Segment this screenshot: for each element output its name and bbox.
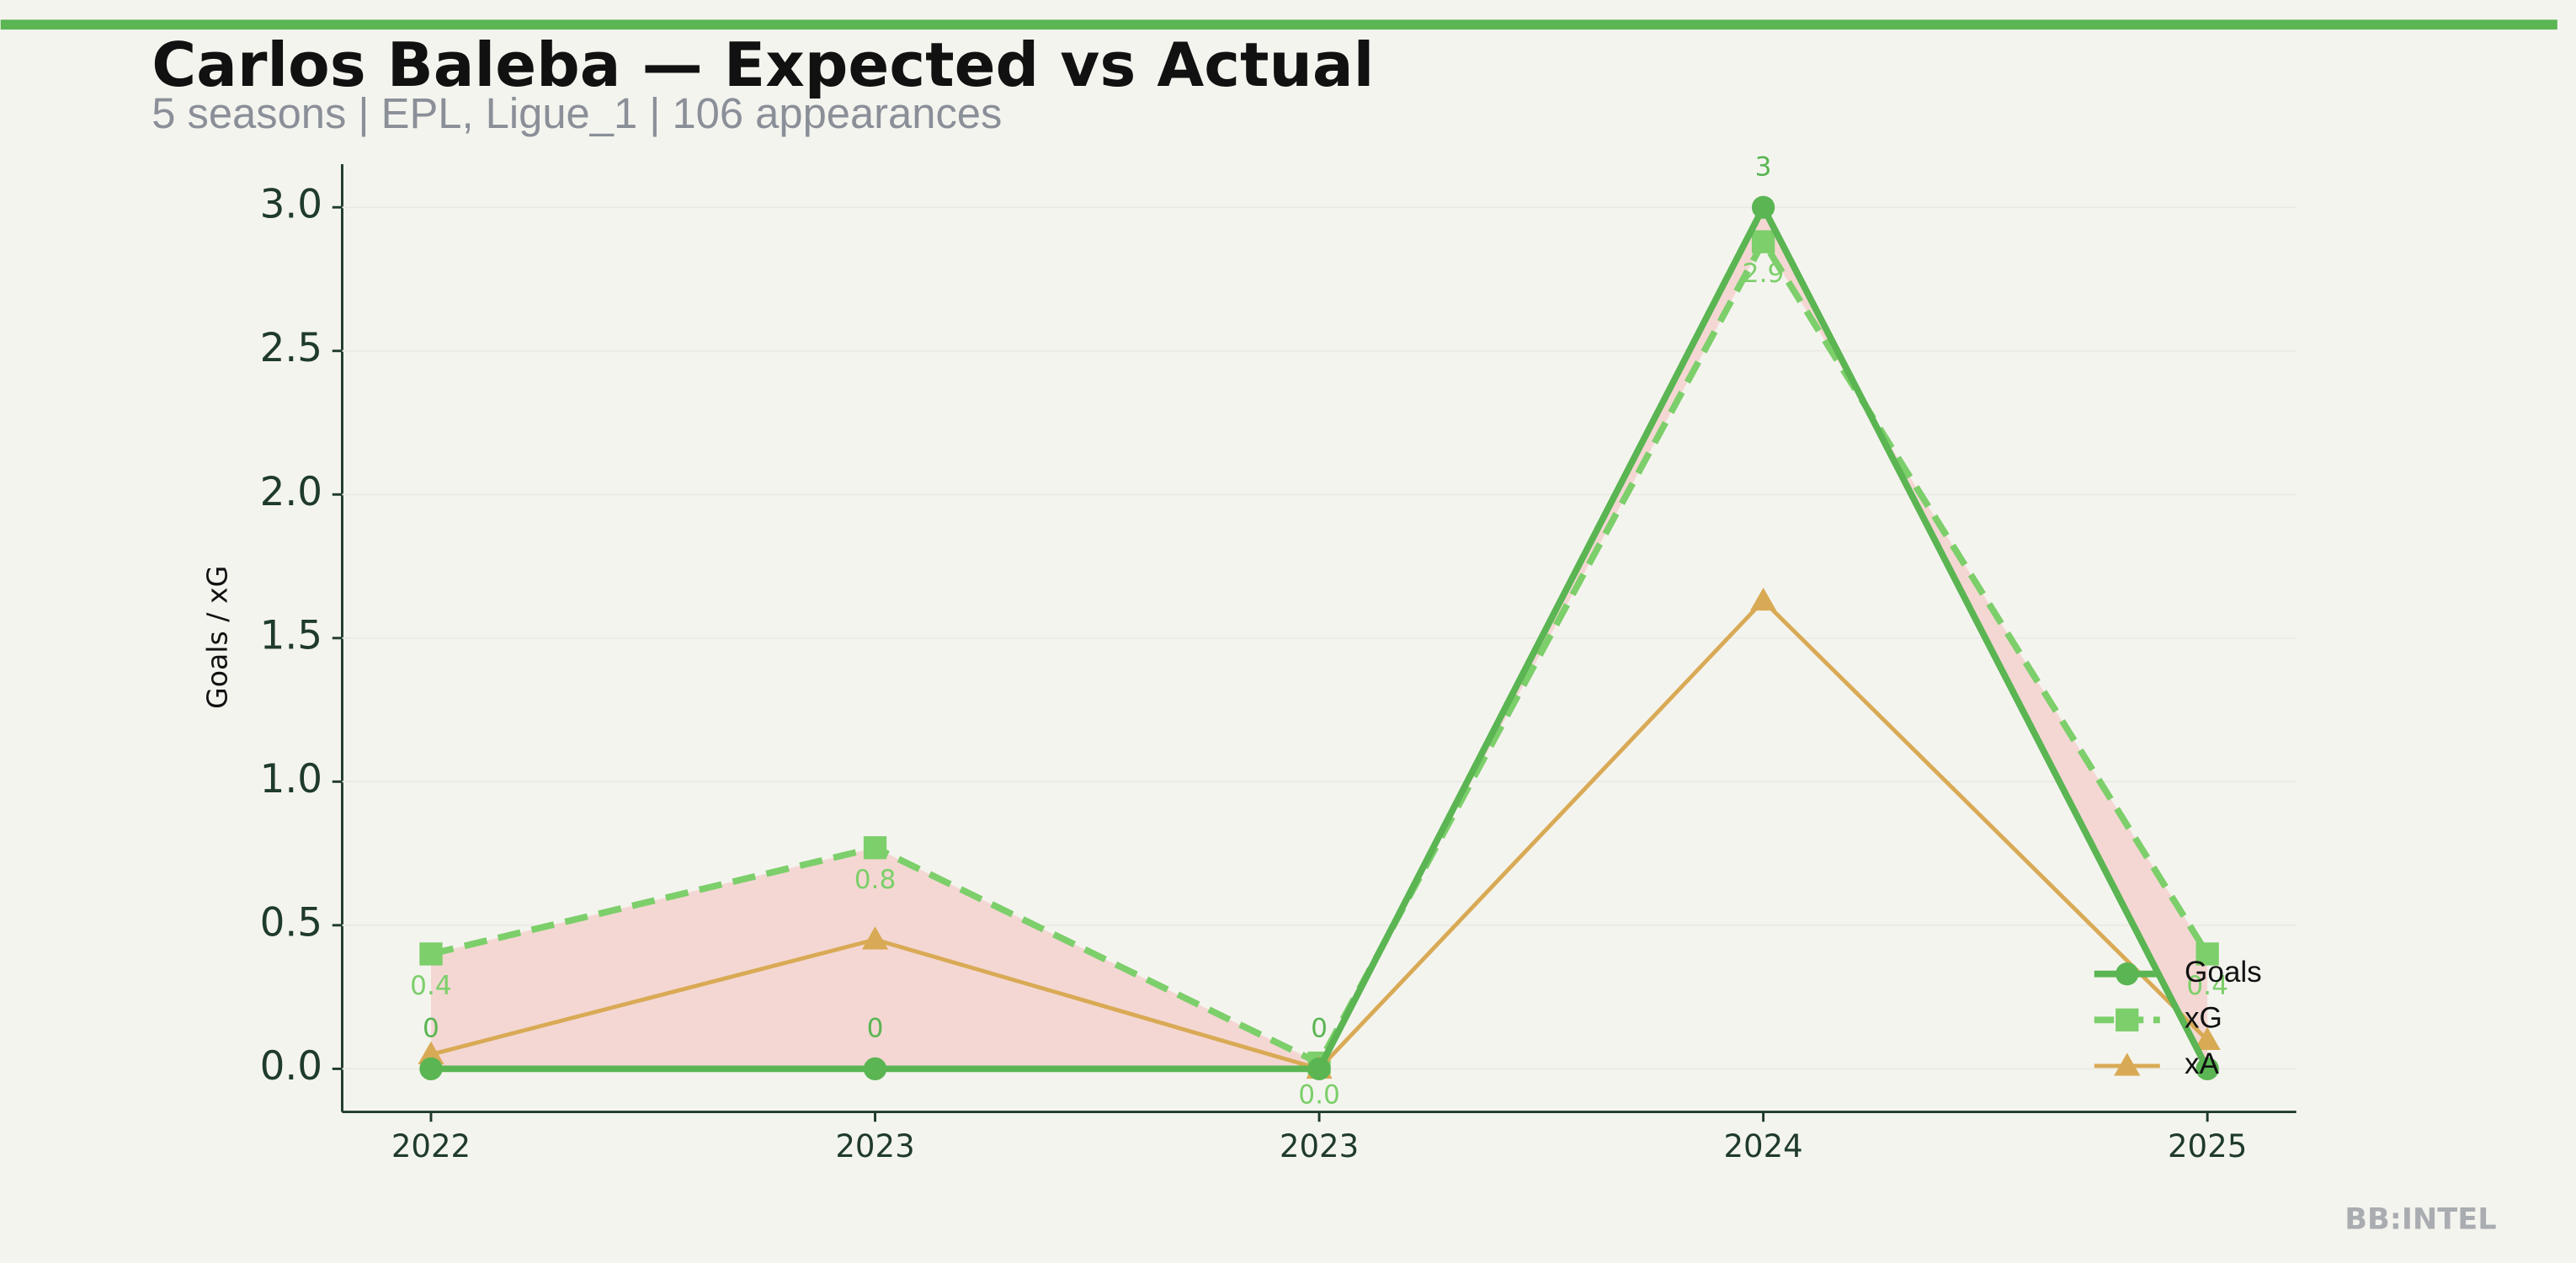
data-label: 0 [867,1014,884,1044]
point [2195,1057,2219,1081]
point [418,1041,444,1065]
y-tick-label: 0.5 [260,900,322,946]
top-bar [0,19,2557,30]
x-tick-label: 2023 [1280,1128,1359,1164]
legend-marker [2116,1008,2139,1031]
data-label: 0.0 [1298,1080,1340,1111]
y-tick-label: 1.5 [260,613,322,658]
y-tick-label: 0.0 [260,1044,322,1090]
point [419,942,443,966]
point [863,1057,887,1081]
y-tick-label: 2.5 [260,326,322,371]
point [1750,587,1777,611]
point [419,1057,443,1081]
data-label: 0.8 [854,865,897,895]
point [1751,230,1775,253]
point [861,926,889,950]
data-label: 0 [423,1014,439,1044]
point [2195,942,2219,966]
legend-marker [2114,1052,2141,1076]
x-tick-label: 2025 [2168,1128,2247,1164]
watermark: BB:INTEL [2344,1202,2496,1236]
y-tick-label: 2.0 [260,470,322,515]
point [1307,1057,1331,1081]
data-label: 2.9 [1743,258,1785,289]
legend-marker [2116,962,2139,986]
point [2194,1026,2221,1050]
y-axis-label: Goals / xG [201,566,234,709]
legend-label: xG [2185,1002,2222,1035]
legend-label: xA [2185,1047,2220,1080]
point [1751,195,1775,219]
y-tick-label: 3.0 [260,183,322,228]
data-label: 0.4 [2186,971,2228,1001]
x-tick-label: 2024 [1723,1128,1802,1164]
data-label: 3 [1755,152,1772,182]
x-tick-label: 2023 [835,1128,914,1164]
data-label: 0.4 [410,971,452,1001]
y-tick-label: 1.0 [260,757,322,802]
point [863,836,887,860]
x-tick-label: 2022 [391,1128,471,1164]
chart-subtitle: 5 seasons | EPL, Ligue_1 | 106 appearanc… [152,89,1002,137]
legend-label: Goals [2185,956,2262,989]
chart-title: Carlos Baleba — Expected vs Actual [152,30,1374,101]
data-label: 0 [1311,1014,1328,1044]
